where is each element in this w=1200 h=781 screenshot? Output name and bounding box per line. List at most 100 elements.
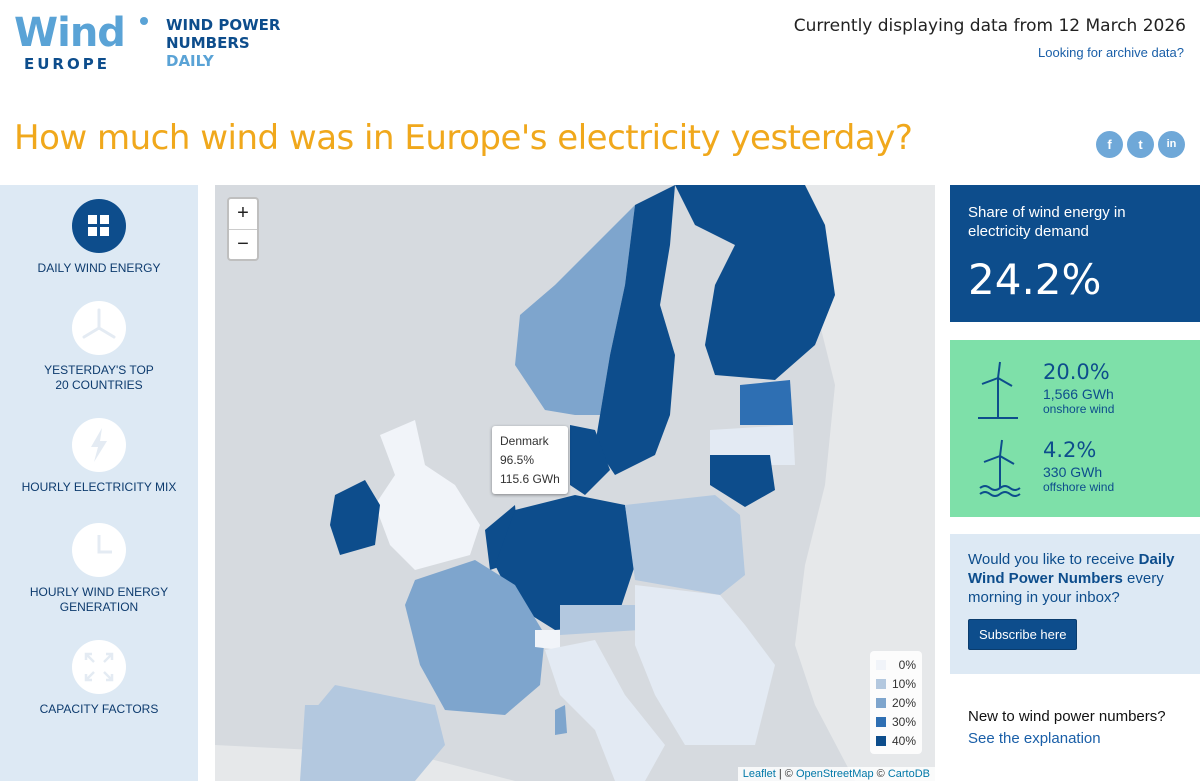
tooltip-country: Denmark [500,434,549,448]
legend-label: 30% [891,714,916,729]
page-headline: How much wind was in Europe's electricit… [14,118,913,158]
legend-row: 0% [876,655,916,674]
sidebar-nav: DAILY WIND ENERGY YESTERDAY'S TOP 20 COU… [0,185,198,781]
onshore-stats: 20.0% 1,566 GWh onshore wind [1043,360,1114,416]
country-estonia [740,380,793,425]
country-uk [375,420,480,570]
subscribe-text: Would you like to receive Daily Wind Pow… [968,550,1182,607]
date-display: Currently displaying data from 12 March … [793,16,1186,36]
subscribe-text-post: every morning in your inbox? [968,570,1164,606]
twitter-share-icon[interactable]: t [1127,131,1154,158]
onshore-turbine-icon [978,361,1018,419]
legend-label: 20% [891,695,916,710]
explanation-question: New to wind power numbers? [968,708,1166,725]
clock-icon [72,523,126,577]
legend-swatch [876,697,886,708]
site-title-line1: WIND POWER [166,16,281,34]
leaflet-link[interactable]: Leaflet [742,768,776,780]
offshore-turbine-icon [979,439,1021,497]
subscribe-panel: Would you like to receive Daily Wind Pow… [950,534,1200,674]
map-attribution: Leaflet | © OpenStreetMap © CartoDB [737,767,935,781]
legend-swatch [876,659,886,670]
legend-label: 10% [891,676,916,691]
country-central-east [635,585,775,745]
logo-wind-text: Wind [14,10,126,56]
country-tooltip: Denmark 96.5% 115.6 GWh [492,426,568,494]
share-value: 24.2% [968,255,1102,304]
nav-daily-wind-energy[interactable]: DAILY WIND ENERGY [0,199,198,276]
expand-arrows-icon [72,640,126,694]
country-denmark [570,425,610,495]
country-portugal [300,705,335,781]
legend-swatch [876,716,886,727]
country-sardinia [555,705,567,735]
onshore-gwh: 1,566 GWh [1043,386,1114,402]
region-east-land [775,185,935,781]
wind-breakdown-panel: 20.0% 1,566 GWh onshore wind 4.2% 330 GW… [950,340,1200,517]
nav-capacity-factors[interactable]: CAPACITY FACTORS [0,640,198,717]
country-lithuania [710,455,775,507]
legend-label: 40% [891,733,916,748]
archive-link[interactable]: Looking for archive data? [1038,45,1184,60]
country-ireland [330,480,380,555]
nav-top-20-countries[interactable]: YESTERDAY'S TOP 20 COUNTRIES [0,301,198,393]
subscribe-text-bold: Daily Wind Power Numbers [968,551,1175,587]
header: Wind EUROPE WIND POWER NUMBERS DAILY Cur… [0,0,1200,110]
linkedin-share-icon[interactable]: in [1158,131,1185,158]
zoom-controls: + − [227,197,259,261]
openstreetmap-link[interactable]: OpenStreetMap [795,768,874,780]
map-legend: 0% 10% 20% 30% 40% [870,651,922,754]
legend-row: 40% [876,731,916,750]
offshore-stats: 4.2% 330 GWh offshore wind [1043,438,1114,494]
country-austria [560,605,640,635]
country-spain [305,685,445,781]
onshore-type: onshore wind [1043,402,1115,416]
lightning-icon [72,418,126,472]
cartodb-link[interactable]: CartoDB [887,768,930,780]
nav-label: DAILY WIND ENERGY [37,261,161,275]
legend-row: 10% [876,674,916,693]
country-sweden [595,185,675,475]
zoom-out-button[interactable]: − [229,229,257,259]
attribution-sep: | © [775,768,796,780]
explanation-link[interactable]: See the explanation [968,730,1101,747]
country-italy [545,640,665,781]
site-title-line2: NUMBERS [166,34,250,52]
tooltip-energy: 115.6 GWh [500,472,560,486]
logo-europe-text: EUROPE [24,55,110,73]
country-norway [515,205,635,415]
nav-label: HOURLY ELECTRICITY MIX [21,480,177,494]
tooltip-share: 96.5% [500,453,535,467]
offshore-type: offshore wind [1043,480,1115,494]
nav-hourly-wind-generation[interactable]: HOURLY WIND ENERGY GENERATION [0,523,198,615]
country-switzerland [535,630,560,650]
europe-choropleth-map[interactable]: + − Denmark 96.5% 115.6 GWh 0% 10% 20% 3… [215,185,935,781]
nav-label: CAPACITY FACTORS [39,702,159,716]
zoom-in-button[interactable]: + [237,202,249,224]
nav-label: YESTERDAY'S TOP 20 COUNTRIES [44,363,154,392]
site-title: WIND POWER NUMBERS DAILY [166,16,280,70]
country-germany [495,495,635,630]
country-poland [625,495,745,595]
onshore-pct: 20.0% [1043,360,1110,384]
logo-dot [140,17,148,25]
legend-swatch [876,678,886,689]
share-label: Share of wind energy in electricity dema… [968,204,1126,240]
nav-hourly-electricity-mix[interactable]: HOURLY ELECTRICITY MIX [0,418,198,495]
legend-label: 0% [898,657,916,672]
site-title-line3: DAILY [166,52,214,70]
map-canvas [215,185,935,781]
wind-share-panel: Share of wind energy in electricity dema… [950,185,1200,322]
country-france [405,560,545,715]
country-finland [675,185,835,380]
explanation-panel: New to wind power numbers? See the expla… [968,708,1166,747]
nav-label: HOURLY WIND ENERGY GENERATION [29,585,169,614]
turbine-blades-icon [72,301,126,355]
subscribe-button[interactable]: Subscribe here [968,619,1078,650]
facebook-share-icon[interactable]: f [1096,131,1123,158]
legend-swatch [876,735,886,746]
offshore-gwh: 330 GWh [1043,464,1103,480]
attribution-sep: © [873,768,888,780]
legend-row: 30% [876,712,916,731]
legend-row: 20% [876,693,916,712]
